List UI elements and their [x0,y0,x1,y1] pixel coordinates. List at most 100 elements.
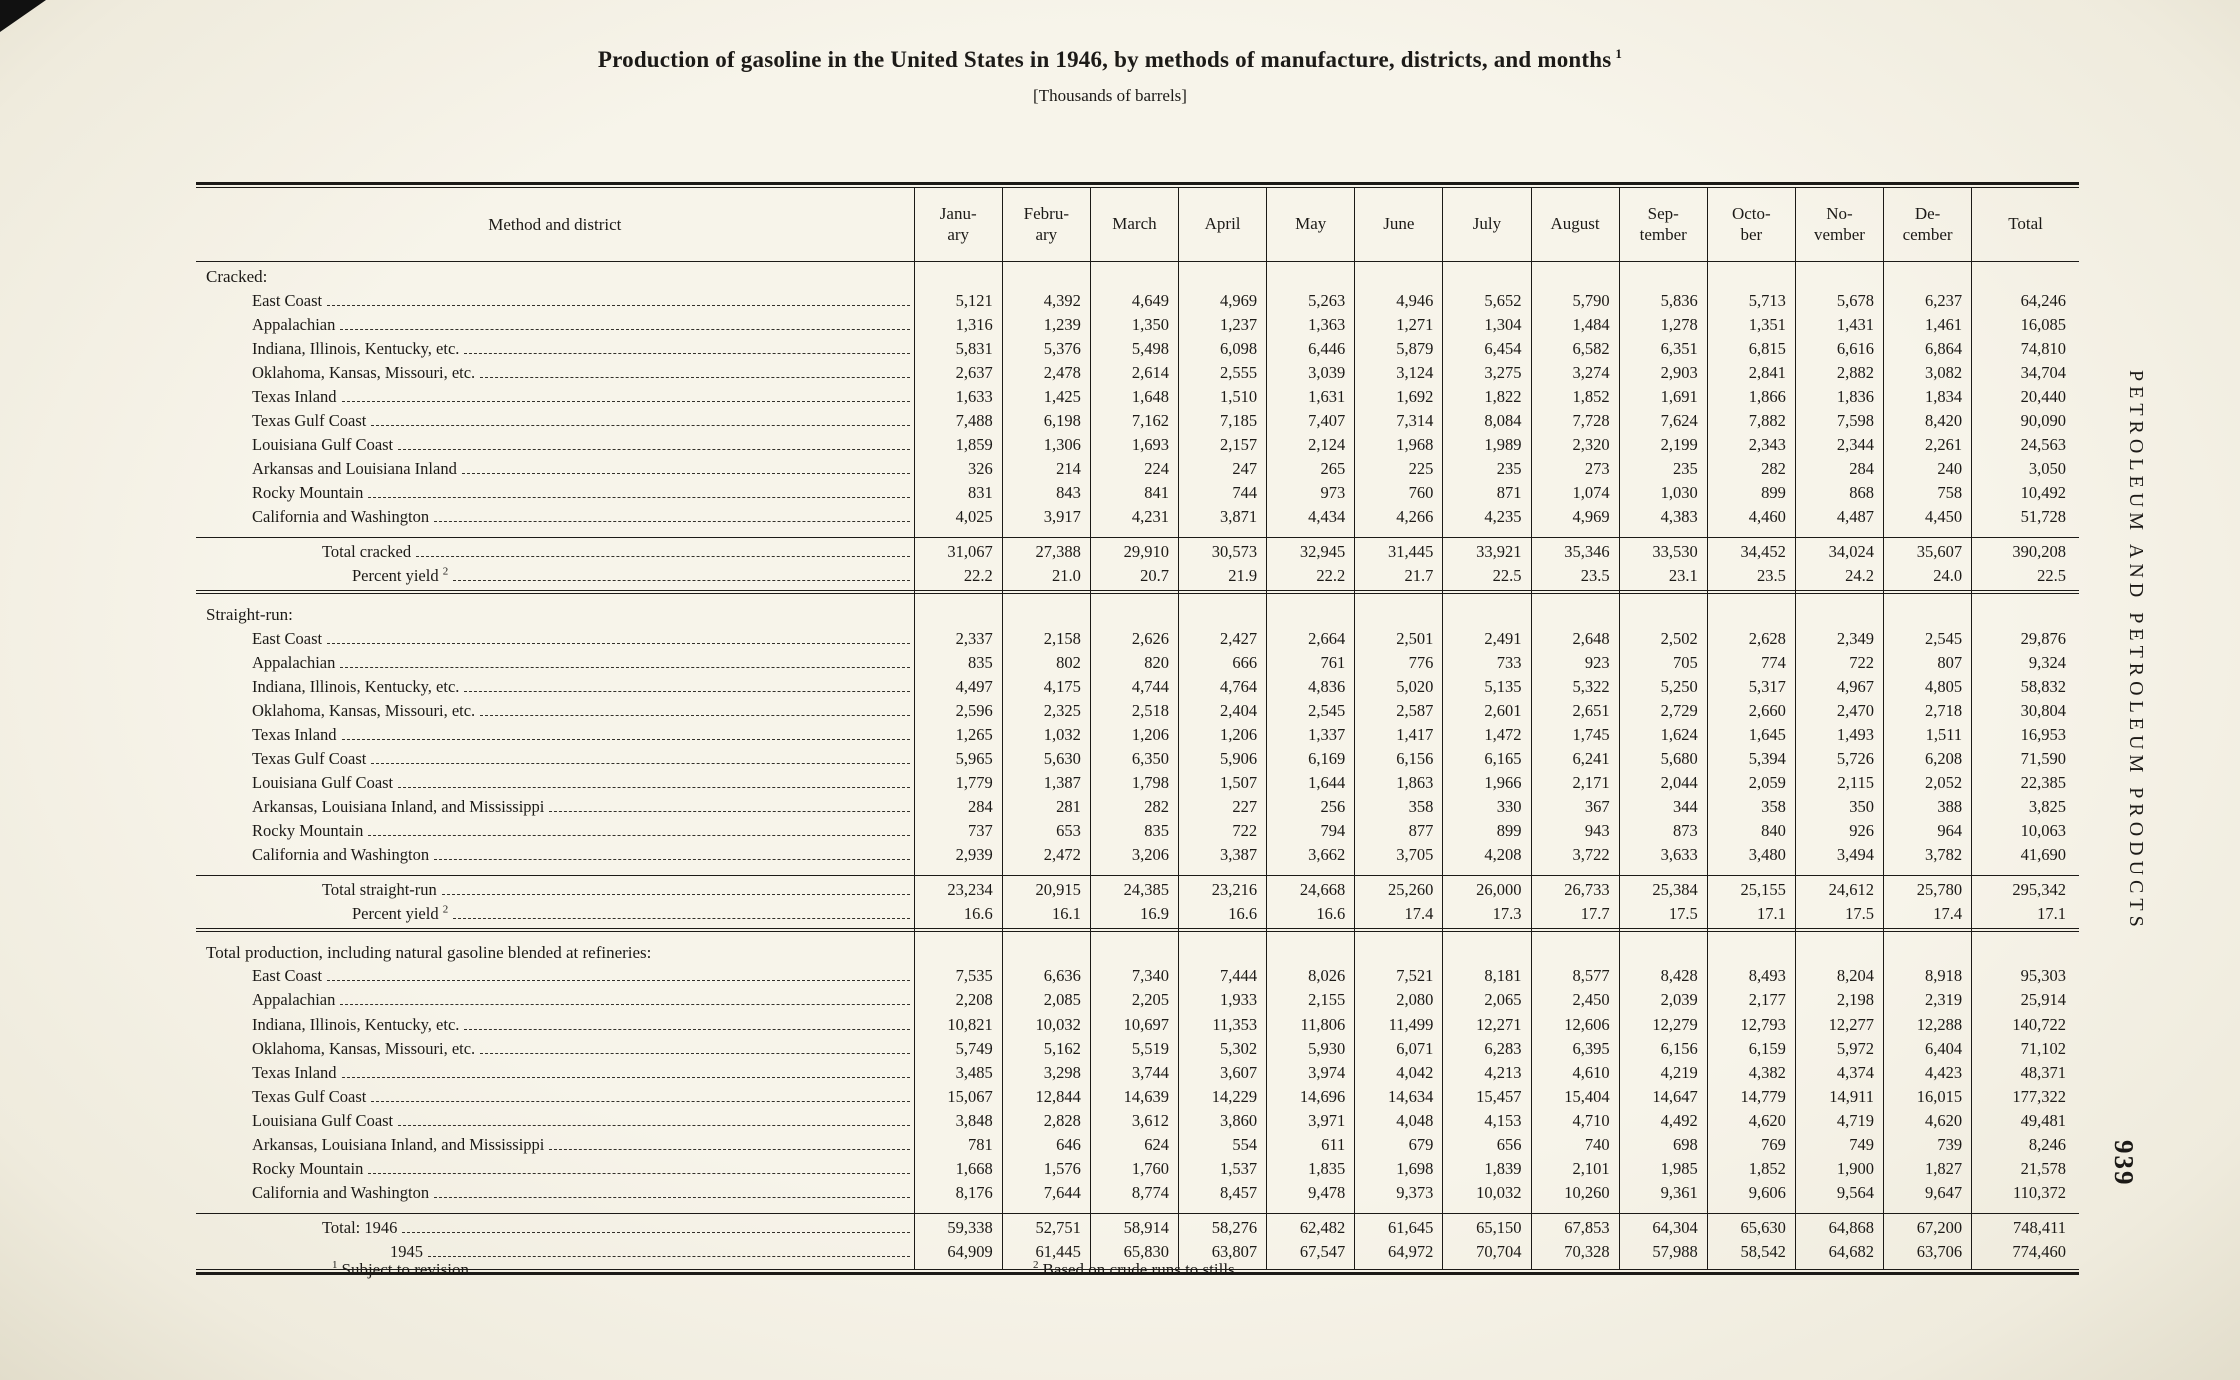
leader-line [368,497,910,499]
value-cell: 95,303 [1971,964,2079,989]
value-cell: 6,071 [1354,1036,1443,1061]
empty-cell [1971,1213,2079,1216]
value-cell: 235 [1442,457,1532,482]
leader-line [327,642,910,644]
table-row: Texas Gulf Coast 15,067 12,844 14,639 14,229… [196,1084,2079,1109]
value-cell: 284 [1794,457,1884,482]
empty-cell [1794,261,1884,289]
value-cell: 8,176 [913,1180,1003,1205]
value-cell: 22.5 [1442,563,1532,588]
empty-cell [1971,593,2079,600]
table-row: Arkansas and Louisiana Inland 326 214 224 24… [196,457,2079,482]
empty-cell [1354,261,1443,289]
value-cell: 63,706 [1883,1239,1972,1264]
value-cell: 64,304 [1618,1215,1708,1240]
value-cell: 1,030 [1618,481,1708,506]
value-cell: 4,434 [1266,505,1355,530]
value-cell: 10,260 [1530,1180,1620,1205]
value-cell: 3,662 [1266,843,1355,868]
value-cell: 2,828 [1001,1108,1091,1133]
value-cell: 8,084 [1442,408,1532,433]
value-cell: 65,830 [1089,1239,1179,1264]
value-cell: 22,385 [1971,770,2079,795]
value-cell: 8,420 [1883,408,1972,433]
value-cell: 1,239 [1001,312,1091,337]
value-cell: 1,933 [1178,988,1267,1013]
value-cell: 4,266 [1354,505,1443,530]
value-cell: 2,587 [1354,698,1443,723]
value-cell: 9,373 [1354,1180,1443,1205]
empty-cell [913,925,1003,929]
value-cell: 4,175 [1001,674,1091,699]
value-cell: 877 [1354,819,1443,844]
row-label: East Coast [252,628,323,648]
value-cell: 926 [1794,819,1884,844]
spacer-row [196,591,2079,594]
value-cell: 59,338 [913,1215,1003,1240]
value-cell: 6,864 [1883,336,1972,361]
value-cell: 7,598 [1794,408,1884,433]
value-cell: 1,387 [1001,770,1091,795]
value-cell: 64,246 [1971,288,2079,313]
empty-cell [1178,591,1267,594]
value-cell: 4,231 [1089,505,1179,530]
table-container: Method and district Janu- ary Febru- ary Ma… [196,182,2079,1276]
table-row: California and Washington 4,025 3,917 4,231… [196,505,2079,530]
empty-cell [1794,599,1884,627]
row-label: Texas Gulf Coast [252,1086,367,1106]
value-cell: 25,914 [1971,988,2079,1013]
empty-cell [913,1213,1003,1216]
row-label: California and Washington [252,507,430,527]
value-cell: 733 [1442,650,1532,675]
value-cell: 58,276 [1178,1215,1267,1240]
empty-cell [913,587,1003,591]
value-cell: 1,484 [1530,312,1620,337]
value-cell: 820 [1089,650,1179,675]
row-label: Arkansas and Louisiana Inland [252,459,457,479]
empty-cell [1442,931,1532,938]
value-cell: 3,480 [1706,843,1796,868]
value-cell: 3,298 [1001,1060,1091,1085]
value-cell: 1,866 [1706,384,1796,409]
value-cell: 2,085 [1001,988,1091,1013]
value-cell: 3,825 [1971,794,2079,819]
table-row: Rocky Mountain 831 843 841 744 973 760 871 1,074… [196,481,2079,506]
value-cell: 11,499 [1354,1012,1443,1037]
value-cell: 4,208 [1442,843,1532,868]
footnote-2-text: Based on crude runs to stills. [1042,1260,1239,1279]
value-cell: 8,774 [1089,1180,1179,1205]
value-cell: 4,764 [1178,674,1267,699]
value-cell: 1,425 [1001,384,1091,409]
empty-cell [1971,925,2079,929]
value-cell: 1,645 [1706,722,1796,747]
value-cell: 1,968 [1354,433,1443,458]
row-label: Total cracked [322,541,412,561]
empty-cell [1706,593,1796,600]
value-cell: 4,048 [1354,1108,1443,1133]
value-cell: 3,039 [1266,360,1355,385]
empty-cell [913,937,1003,965]
value-cell: 7,882 [1706,408,1796,433]
page-number: 939 [2109,1140,2139,1187]
spacer-row [196,875,2079,878]
value-cell: 11,353 [1178,1012,1267,1037]
value-cell: 247 [1178,457,1267,482]
spacer-row [196,929,2079,932]
value-cell: 350 [1794,794,1884,819]
empty-cell [913,931,1003,938]
value-cell: 1,691 [1618,384,1708,409]
value-cell: 5,965 [913,746,1003,771]
value-cell: 61,445 [1001,1239,1091,1264]
rule-line [196,931,2079,932]
spacer-row [196,1213,2079,1216]
column-header: De- cember [1883,187,1972,262]
empty-cell [1266,1213,1355,1216]
empty-cell [1442,591,1532,594]
value-cell: 2,841 [1706,360,1796,385]
empty-cell [1618,537,1708,540]
value-cell: 4,423 [1883,1060,1972,1085]
value-cell: 15,067 [913,1084,1003,1109]
value-cell: 6,241 [1530,746,1620,771]
value-cell: 33,921 [1442,539,1532,564]
value-cell: 67,200 [1883,1215,1972,1240]
